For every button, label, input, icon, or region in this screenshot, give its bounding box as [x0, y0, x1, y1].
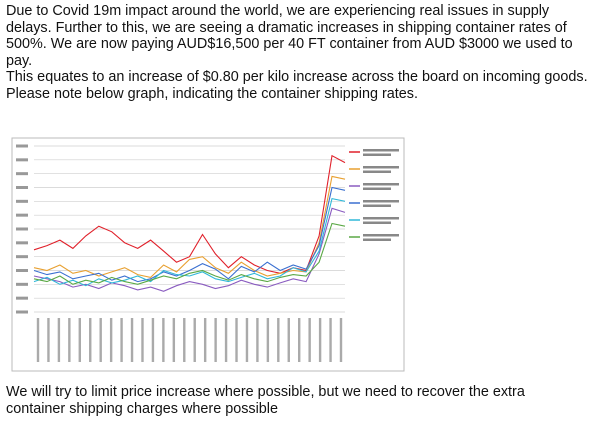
illegible-date-label [287, 318, 290, 362]
text-line: Please note below graph, indicating the … [6, 85, 419, 102]
text-line: 500%. We are now paying AUD$16,500 per 4… [6, 36, 573, 53]
illegible-tick-label [16, 296, 28, 300]
illegible-date-label [214, 318, 217, 362]
illegible-tick-label [16, 172, 28, 176]
illegible-date-label [298, 318, 301, 362]
illegible-legend-text [363, 200, 399, 203]
illegible-date-label [329, 318, 332, 362]
illegible-legend-text [363, 217, 399, 220]
illegible-date-label [47, 318, 50, 362]
illegible-date-label [120, 318, 123, 362]
illegible-legend-text [363, 221, 391, 224]
illegible-tick-label [16, 241, 28, 245]
illegible-date-label [256, 318, 259, 362]
illegible-date-label [172, 318, 176, 362]
illegible-date-label [151, 318, 155, 362]
illegible-tick-label [16, 269, 28, 272]
text-line: delays. Further to this, we are seeing a… [6, 19, 567, 36]
illegible-tick-label [16, 158, 28, 162]
illegible-tick-label [16, 282, 28, 286]
illegible-tick-label [16, 186, 28, 189]
illegible-date-label [109, 318, 113, 362]
series-line [33, 207, 346, 292]
series-line [33, 222, 346, 285]
illegible-date-label [318, 318, 322, 362]
illegible-date-label [78, 318, 81, 362]
series-line [33, 175, 346, 278]
illegible-tick-label [16, 255, 28, 259]
illegible-legend-text [363, 204, 391, 207]
closing-text: We will try to limit price increase wher… [6, 384, 525, 417]
series-line [33, 197, 346, 287]
illegible-date-label [183, 318, 186, 362]
illegible-date-label [99, 318, 102, 362]
illegible-tick-label [16, 227, 28, 231]
illegible-tick-label [16, 310, 28, 314]
illegible-date-label [141, 318, 144, 362]
intro-text: Due to Covid 19m impact around the world… [6, 3, 588, 103]
illegible-date-label [235, 318, 238, 362]
illegible-date-label [57, 318, 61, 362]
illegible-date-label [266, 318, 270, 362]
illegible-date-label [339, 318, 343, 362]
illegible-date-label [245, 318, 249, 362]
illegible-date-label [89, 318, 92, 362]
illegible-legend-text [363, 170, 391, 173]
illegible-legend-text [363, 153, 391, 156]
text-line: This equates to an increase of $0.80 per… [6, 69, 588, 86]
text-line: Due to Covid 19m impact around the world… [6, 3, 550, 19]
illegible-tick-label [16, 199, 28, 203]
graph [11, 137, 405, 372]
illegible-date-label [130, 318, 134, 362]
illegible-date-label [36, 318, 40, 362]
text-line: container shipping charges where possibl… [6, 400, 278, 417]
illegible-date-label [68, 318, 71, 362]
illegible-legend-text [363, 149, 399, 152]
illegible-tick-label [16, 144, 28, 148]
text-line: pay. [6, 52, 33, 69]
illegible-date-label [193, 318, 196, 362]
illegible-date-label [308, 318, 311, 362]
illegible-date-label [203, 318, 207, 362]
illegible-date-label [224, 318, 228, 362]
illegible-legend-text [363, 238, 391, 241]
illegible-date-label [162, 318, 165, 362]
illegible-tick-label [16, 213, 28, 217]
illegible-legend-text [363, 183, 399, 186]
illegible-legend-text [363, 234, 399, 237]
illegible-date-label [277, 318, 280, 362]
text-line: We will try to limit price increase wher… [6, 384, 525, 400]
illegible-legend-text [363, 187, 391, 190]
graph-frame [11, 137, 405, 372]
illegible-legend-text [363, 166, 399, 169]
series-line [33, 186, 346, 283]
